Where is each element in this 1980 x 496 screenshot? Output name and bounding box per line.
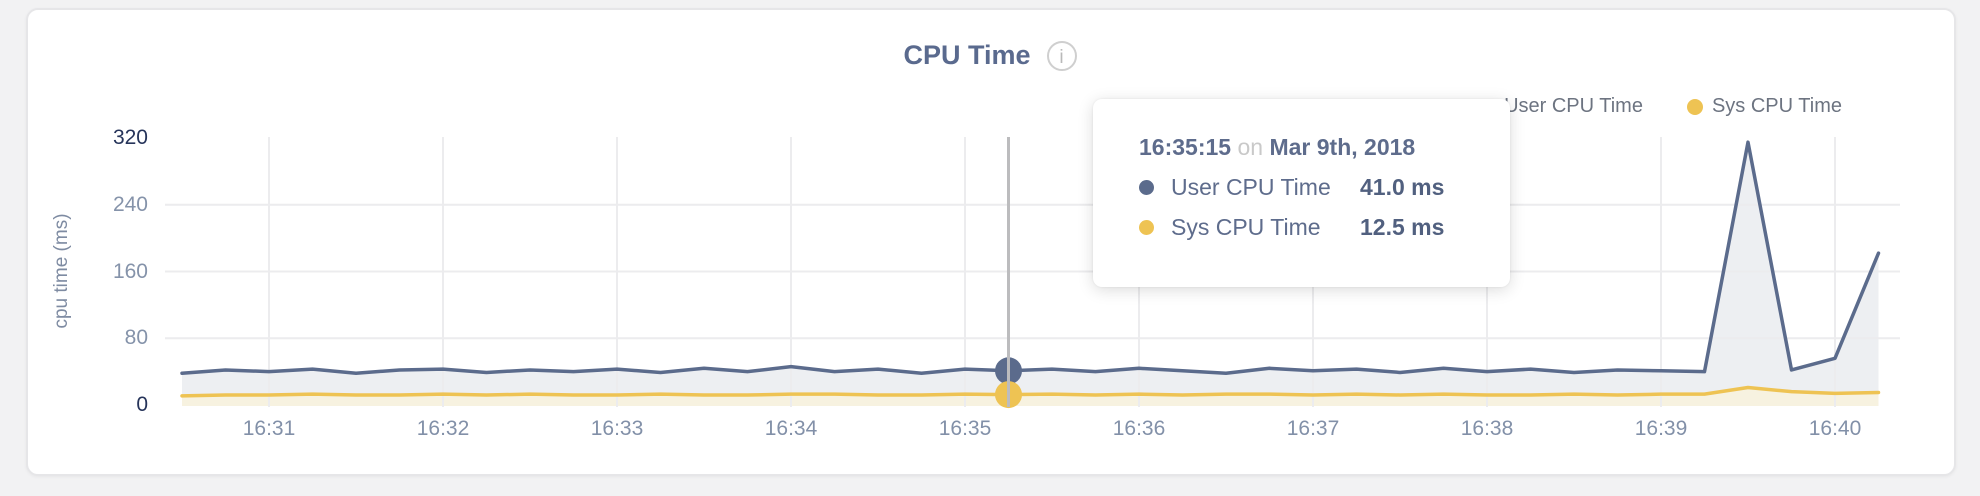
hover-tooltip: 16:35:15 on Mar 9th, 2018 User CPU Time 4…	[1093, 99, 1510, 287]
chart-title: CPU Time	[903, 40, 1031, 70]
legend-dot	[1686, 98, 1703, 115]
tooltip-series-value: 41.0 ms	[1360, 174, 1445, 200]
tooltip-series-label: User CPU Time	[1171, 174, 1331, 200]
tooltip-series-dot	[1139, 180, 1154, 195]
sys-cpu-area	[182, 387, 1879, 406]
tooltip-rows: User CPU Time 41.0 ms Sys CPU Time 12.5 ms	[1139, 174, 1510, 241]
user-cpu-line	[180, 140, 1881, 376]
tooltip-series-label: Sys CPU Time	[1171, 214, 1321, 240]
tooltip-time: 16:35:15	[1139, 134, 1232, 160]
tooltip-row-user-cpu-time: User CPU Time 41.0 ms	[1139, 174, 1510, 201]
tooltip-row-sys-cpu-time: Sys CPU Time 12.5 ms	[1139, 214, 1510, 241]
legend-label: User CPU Time	[1504, 95, 1643, 117]
chart-card	[26, 8, 1956, 476]
tooltip-series-value: 12.5 ms	[1360, 214, 1445, 240]
tooltip-separator: on	[1237, 134, 1264, 160]
tooltip-header: 16:35:15 on Mar 9th, 2018	[1139, 133, 1510, 161]
user-cpu-area	[182, 142, 1879, 396]
legend-label: Sys CPU Time	[1711, 95, 1842, 117]
legend-item-sys-cpu-time[interactable]: Sys CPU Time	[1686, 95, 1842, 118]
chart-header: CPU Time i	[0, 40, 1980, 71]
chart-legend: User CPU Time Sys CPU Time	[1479, 95, 1842, 118]
sys-cpu-line	[180, 385, 1881, 398]
info-icon[interactable]: i	[1046, 40, 1077, 71]
tooltip-date: Mar 9th, 2018	[1269, 134, 1416, 160]
tooltip-series-dot	[1139, 220, 1154, 235]
